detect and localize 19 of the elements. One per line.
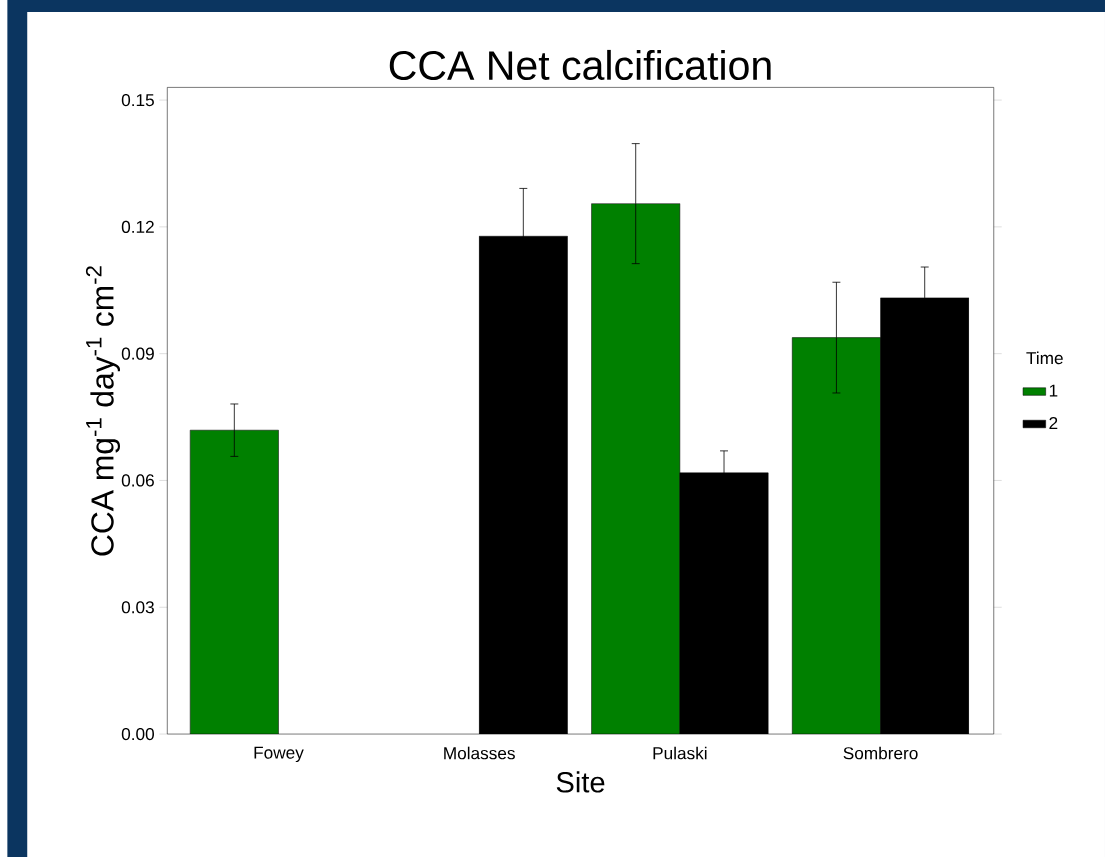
y-tick-label: 0.03 <box>121 601 154 614</box>
x-axis-title: Site <box>556 771 605 793</box>
y-tick-label: 0.12 <box>121 220 154 233</box>
x-tick-label: Sombrero <box>843 746 918 760</box>
y-axis-title: CCA mg$^{-1}$ day$^{-1}$ cm$^{-2}$ <box>85 266 121 556</box>
chart-title: CCA Net calcification <box>389 49 771 80</box>
y-tick-label: 0.15 <box>121 93 154 107</box>
y-tick-label: 0.00 <box>121 727 154 741</box>
legend-label: 1 <box>1049 384 1058 397</box>
bar <box>791 337 881 734</box>
x-tick-label: Pulaski <box>653 746 707 760</box>
legend-title: Time <box>1026 351 1063 365</box>
bar <box>189 429 279 734</box>
x-tick-label: Molasses <box>444 746 515 760</box>
legend-label: 2 <box>1049 416 1058 429</box>
x-tick-label: Fowey <box>254 746 304 762</box>
bar <box>591 203 681 734</box>
y-tick-label: 0.09 <box>121 347 154 360</box>
y-tick-label: 0.06 <box>121 474 154 487</box>
